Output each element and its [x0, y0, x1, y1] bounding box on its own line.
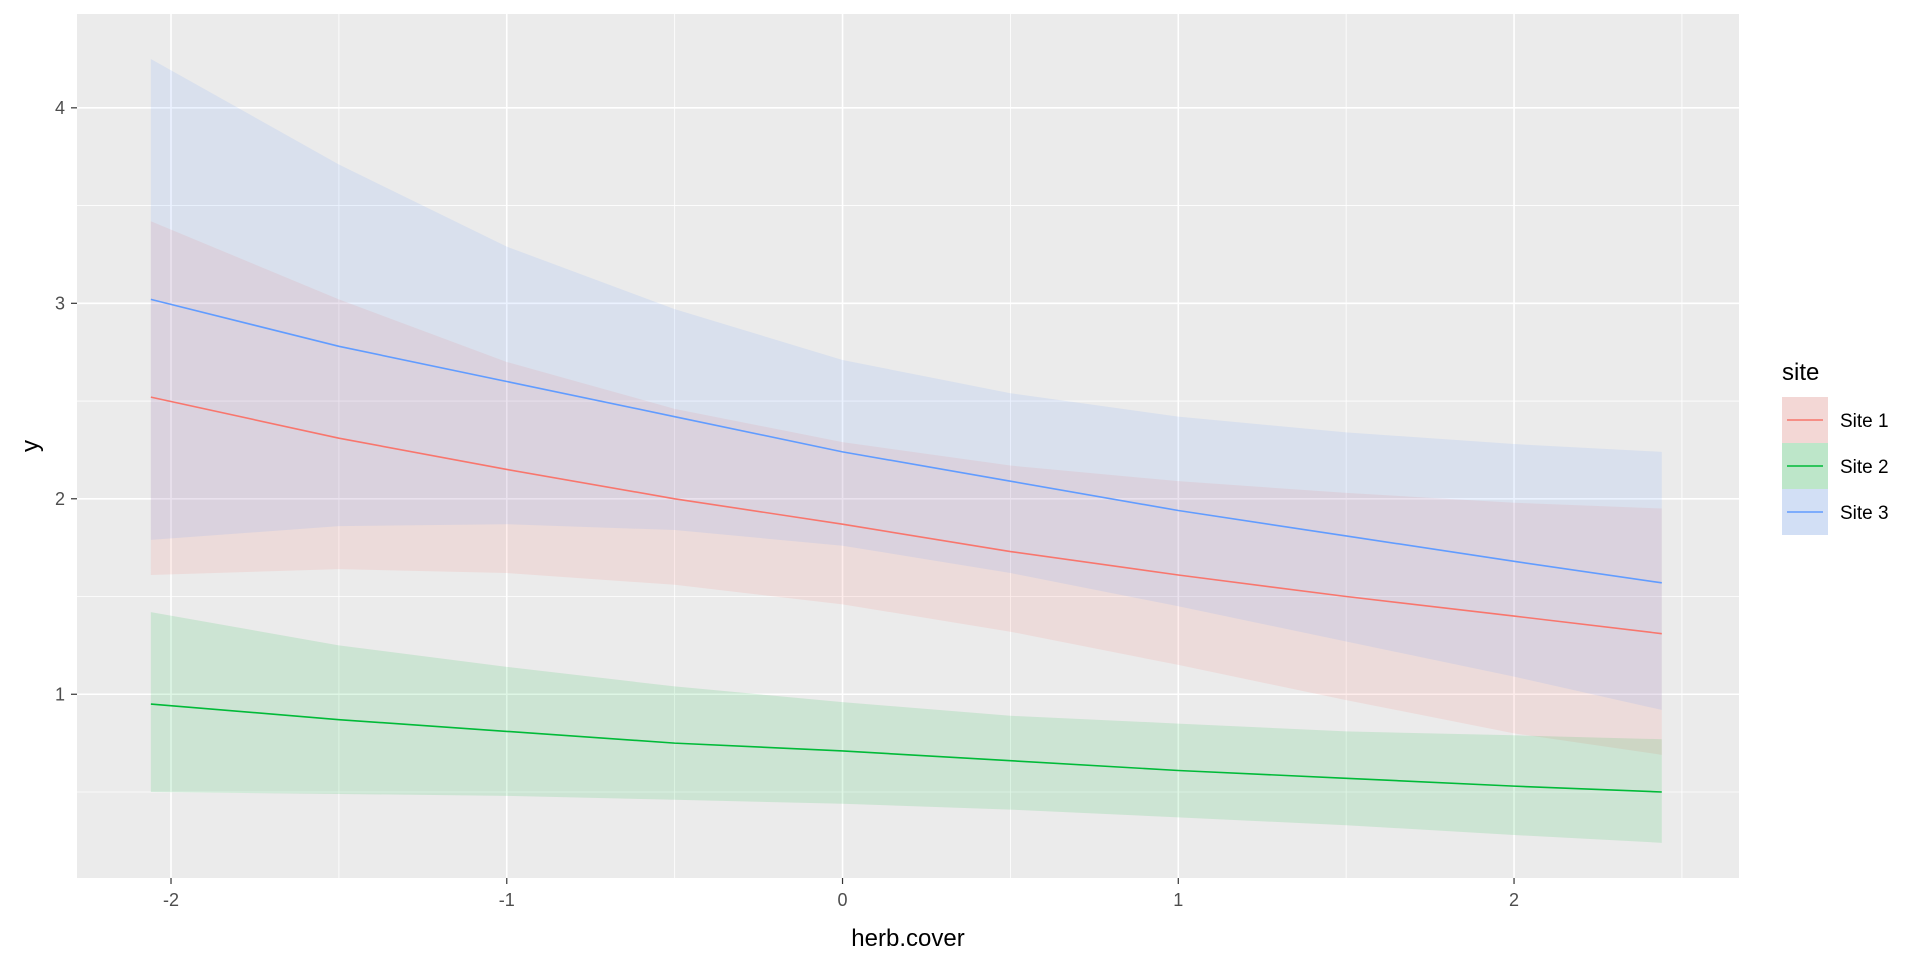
y-tick-label: 1 [55, 684, 65, 704]
x-tick-label: 0 [838, 890, 848, 910]
x-axis: -2 -1 0 1 2 [163, 878, 1519, 910]
legend: site Site 1 Site 2 Site 3 [1782, 359, 1889, 535]
y-tick-label: 2 [55, 489, 65, 509]
grid-minor [77, 14, 1739, 878]
legend-label-site-2: Site 2 [1840, 457, 1889, 478]
x-tick-label: -2 [163, 890, 179, 910]
y-axis: 1 2 3 4 [55, 98, 77, 704]
ribbon-site-1 [150, 221, 1662, 755]
ribbon-site-3 [150, 58, 1662, 710]
plot-panel [77, 14, 1739, 878]
confidence-ribbons [150, 58, 1662, 843]
line-site-1 [150, 396, 1662, 635]
legend-title: site [1782, 359, 1819, 386]
x-tick-label: 2 [1509, 890, 1519, 910]
y-tick-label: 4 [55, 98, 65, 118]
x-tick-label: 1 [1173, 890, 1183, 910]
grid-major [77, 14, 1739, 878]
legend-label-site-1: Site 1 [1840, 411, 1889, 432]
y-axis-title: y [17, 440, 44, 452]
series-lines [150, 298, 1662, 793]
y-tick-label: 3 [55, 293, 65, 313]
line-site-2 [150, 703, 1662, 793]
x-tick-label: -1 [499, 890, 515, 910]
legend-label-site-3: Site 3 [1840, 503, 1889, 524]
ribbon-site-2 [150, 612, 1662, 843]
line-site-3 [150, 298, 1662, 584]
x-axis-title: herb.cover [851, 925, 964, 952]
